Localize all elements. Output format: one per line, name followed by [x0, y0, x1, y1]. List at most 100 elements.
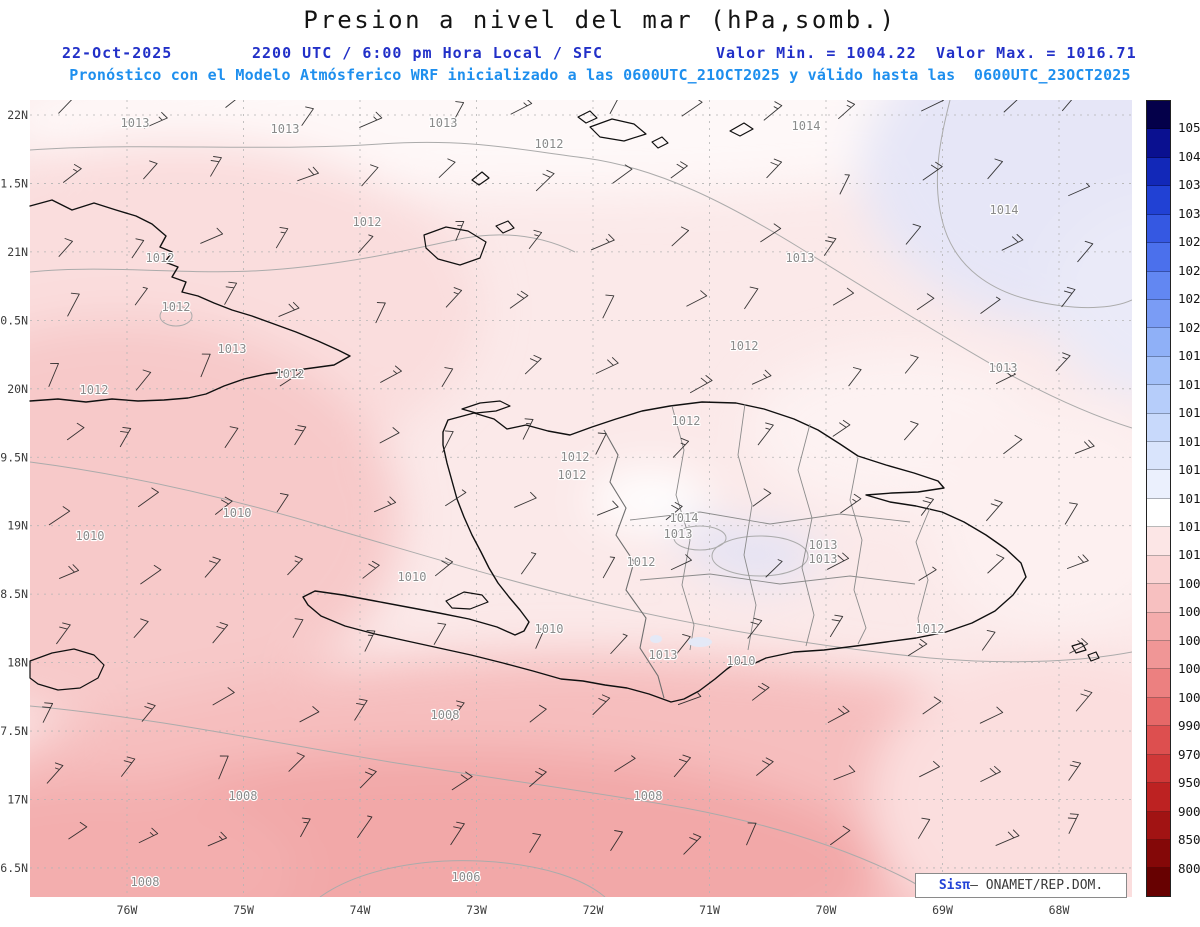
great-inagua-island: [423, 226, 487, 266]
svg-text:19N: 19N: [7, 519, 28, 533]
svg-text:1013: 1013: [649, 648, 678, 662]
svg-text:1012: 1012: [672, 414, 701, 428]
svg-text:1014: 1014: [792, 119, 821, 133]
svg-text:18N: 18N: [7, 656, 28, 670]
svg-text:70W: 70W: [816, 903, 837, 917]
colorbar-segment: [1147, 356, 1170, 386]
colorbar-segment: [1147, 697, 1170, 727]
svg-text:1008: 1008: [131, 875, 160, 889]
svg-text:22N: 22N: [7, 108, 28, 122]
attribution-box: Sisπ – ONAMET/REP.DOM.: [915, 873, 1127, 898]
svg-text:1013: 1013: [429, 116, 458, 130]
page-title: Presion a nivel del mar (hPa,somb.): [303, 6, 897, 34]
colorbar-segment: [1147, 442, 1170, 471]
wind-barbs-layer: [42, 100, 1095, 855]
svg-text:1013: 1013: [809, 552, 838, 566]
colorbar-segment: [1147, 271, 1170, 300]
svg-text:1013: 1013: [989, 361, 1018, 375]
colorbar-segment: [1147, 555, 1170, 585]
svg-text:1013: 1013: [786, 251, 815, 265]
svg-text:68W: 68W: [1049, 903, 1070, 917]
cuba-coastline: [29, 199, 351, 403]
y-axis-labels: 22N 1.5N 21N 0.5N 20N 9.5N 19N 8.5N 18N 7.5N 17N 6.…: [0, 108, 28, 875]
svg-text:1012: 1012: [276, 367, 305, 381]
svg-text:7.5N: 7.5N: [0, 724, 28, 738]
svg-text:1006: 1006: [452, 870, 481, 884]
colorbar-segment: [1147, 328, 1170, 357]
gonave-island: [445, 591, 489, 610]
colorbar-segment: [1147, 157, 1170, 187]
colorbar-segment: [1147, 527, 1170, 556]
sispi-logo: Sisπ: [938, 878, 971, 893]
colorbar-segment: [1147, 243, 1170, 272]
colorbar-segment: [1147, 498, 1170, 528]
svg-text:1010: 1010: [76, 529, 105, 543]
min-value-label: Valor Min. = 1004.22: [716, 44, 917, 62]
svg-text:69W: 69W: [932, 903, 953, 917]
lake-enriquillo: [688, 637, 712, 647]
colorbar-segment: [1147, 470, 1170, 499]
colorbar-segment: [1147, 641, 1170, 670]
svg-text:1012: 1012: [146, 251, 175, 265]
colorbar-segment: [1147, 186, 1170, 215]
svg-text:1010: 1010: [727, 654, 756, 668]
svg-text:1012: 1012: [80, 383, 109, 397]
colorbar-segment: [1147, 413, 1170, 443]
svg-text:1010: 1010: [535, 622, 564, 636]
attribution-org: – ONAMET/REP.DOM.: [970, 878, 1104, 893]
colorbar-segment: [1147, 129, 1170, 158]
svg-text:1014: 1014: [670, 511, 699, 525]
svg-text:74W: 74W: [350, 903, 371, 917]
max-value-label: Valor Max. = 1016.71: [936, 44, 1137, 62]
svg-text:9.5N: 9.5N: [0, 450, 28, 464]
little-inagua-island: [495, 220, 515, 234]
model-info-line: Pronóstico con el Modelo Atmósferico WRF…: [69, 66, 1131, 84]
tortue-island: [461, 400, 511, 414]
svg-text:1013: 1013: [809, 538, 838, 552]
svg-text:1013: 1013: [121, 116, 150, 130]
svg-text:73W: 73W: [466, 903, 487, 917]
svg-text:20N: 20N: [7, 382, 28, 396]
colorbar-segment: [1147, 868, 1170, 896]
svg-text:1012: 1012: [558, 468, 587, 482]
colorbar-segment: [1147, 214, 1170, 244]
svg-text:1008: 1008: [634, 789, 663, 803]
colorbar-segment: [1147, 584, 1170, 613]
svg-text:1010: 1010: [223, 506, 252, 520]
colorbar-segment: [1147, 783, 1170, 812]
svg-text:72W: 72W: [583, 903, 604, 917]
admin-boundaries: [603, 403, 931, 699]
svg-text:17N: 17N: [7, 793, 28, 807]
svg-text:1013: 1013: [271, 122, 300, 136]
jamaica-coastline: [29, 648, 105, 691]
forecast-time: 2200 UTC / 6:00 pm Hora Local / SFC: [252, 44, 604, 62]
colorbar: [1146, 100, 1171, 897]
colorbar-segment: [1147, 811, 1170, 840]
colorbar-segment: [1147, 612, 1170, 642]
etang-saumatre: [650, 635, 662, 643]
pressure-contours: [30, 100, 1132, 897]
svg-text:1008: 1008: [229, 789, 258, 803]
svg-text:1012: 1012: [916, 622, 945, 636]
haiti-dr-border: [603, 429, 665, 699]
colorbar-segment: [1147, 839, 1170, 869]
colorbar-segment: [1147, 385, 1170, 414]
colorbar-segment: [1147, 101, 1170, 130]
svg-text:21N: 21N: [7, 245, 28, 259]
hispaniola-coastline: [302, 401, 1027, 703]
pressure-shading: [30, 100, 1132, 897]
svg-text:6.5N: 6.5N: [0, 861, 28, 875]
x-axis-labels: 76W 75W 74W 73W 72W 71W 70W 69W 68W: [117, 903, 1070, 917]
colorbar-segment: [1147, 726, 1170, 755]
contour-labels-layer: 1013 1013 10131012101410141012101310121012…: [74, 115, 1019, 890]
svg-text:75W: 75W: [233, 903, 254, 917]
colorbar-segment: [1147, 669, 1170, 698]
svg-text:1012: 1012: [162, 300, 191, 314]
svg-text:1012: 1012: [535, 137, 564, 151]
svg-text:1008: 1008: [431, 708, 460, 722]
svg-text:1012: 1012: [627, 555, 656, 569]
svg-text:1.5N: 1.5N: [0, 176, 28, 190]
svg-text:1014: 1014: [990, 203, 1019, 217]
svg-text:1013: 1013: [218, 342, 247, 356]
